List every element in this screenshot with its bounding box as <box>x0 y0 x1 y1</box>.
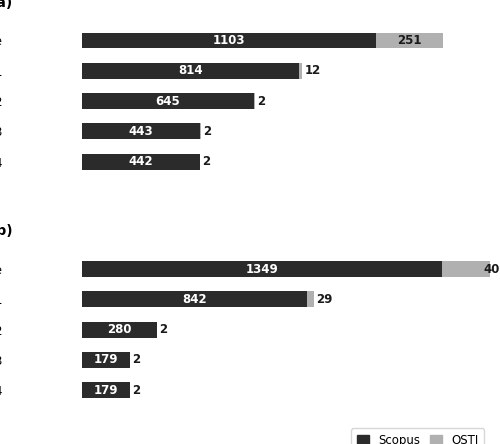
Bar <box>156 322 157 337</box>
Text: 179: 179 <box>94 384 118 397</box>
Bar <box>82 123 200 139</box>
Bar <box>82 322 156 337</box>
Text: 2: 2 <box>160 323 168 336</box>
Bar <box>376 32 443 48</box>
Text: 442: 442 <box>128 155 153 168</box>
Bar <box>306 291 314 307</box>
Text: 1349: 1349 <box>246 262 278 276</box>
Text: 179: 179 <box>94 353 118 366</box>
Text: 408: 408 <box>484 262 500 276</box>
Text: 2: 2 <box>132 384 140 397</box>
Bar <box>82 63 299 79</box>
Bar <box>82 291 306 307</box>
Text: 814: 814 <box>178 64 203 77</box>
Bar <box>299 63 302 79</box>
Bar <box>82 261 442 277</box>
Text: 251: 251 <box>398 34 422 47</box>
Text: 645: 645 <box>156 95 180 107</box>
Text: 842: 842 <box>182 293 206 306</box>
Text: 280: 280 <box>107 323 132 336</box>
Text: 2: 2 <box>202 155 210 168</box>
Text: 2: 2 <box>132 353 140 366</box>
Bar <box>82 382 130 398</box>
Bar <box>82 154 200 170</box>
Bar <box>442 261 500 277</box>
Text: 2: 2 <box>256 95 265 107</box>
Text: 29: 29 <box>316 293 333 306</box>
Text: 1103: 1103 <box>213 34 246 47</box>
Bar <box>82 32 376 48</box>
Legend: Scopus, OSTI: Scopus, OSTI <box>351 428 484 444</box>
Text: 12: 12 <box>304 64 320 77</box>
Bar <box>82 352 130 368</box>
Text: (b): (b) <box>0 224 14 238</box>
Text: 2: 2 <box>203 125 211 138</box>
Text: 443: 443 <box>129 125 154 138</box>
Bar <box>82 93 254 109</box>
Text: (a): (a) <box>0 0 13 10</box>
